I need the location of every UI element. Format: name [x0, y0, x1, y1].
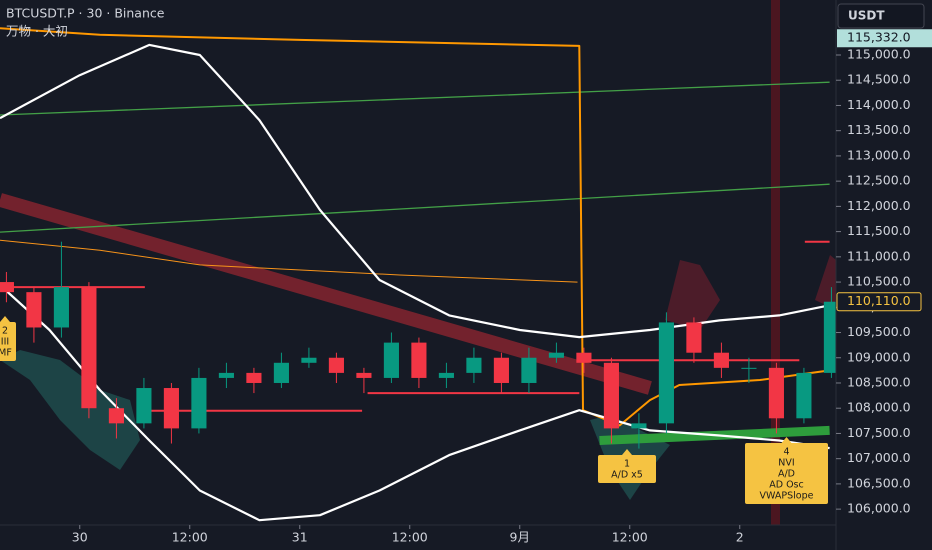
candle-body [466, 357, 482, 373]
indicator-line [0, 239, 578, 283]
y-tick-label: 106,000.0 [847, 501, 911, 516]
x-tick-label: 9月 [510, 530, 530, 545]
candle-body [493, 357, 509, 383]
currency-label[interactable]: USDT [848, 9, 885, 23]
annotation-text: III [1, 337, 9, 348]
annotation-box [0, 322, 16, 361]
candle-body [411, 342, 427, 378]
last-price-box [836, 292, 922, 312]
candle-body [191, 377, 207, 429]
y-tick-label: 108,000.0 [847, 400, 911, 415]
y-tick-label: 113,000.0 [847, 147, 911, 162]
y-tick-label: 112,000.0 [847, 198, 911, 213]
candle-body [576, 352, 592, 363]
y-tick-label: 107,000.0 [847, 450, 911, 465]
y-tick-label: 111,500.0 [847, 223, 911, 238]
candle-body [548, 352, 564, 358]
candle-body [53, 287, 69, 328]
candle-body [218, 372, 234, 378]
candle-body [631, 423, 647, 429]
annotation-text: 2 [2, 326, 8, 337]
annotation-text: A/D [778, 469, 795, 480]
annotation-text: A/D x5 [611, 470, 643, 481]
y-tick-label: 110,500.0 [847, 274, 911, 289]
candle-body [301, 357, 317, 363]
candle-body [163, 388, 179, 429]
candle-body [273, 362, 289, 383]
candle-body [658, 322, 674, 424]
y-tick-label: 108,500.0 [847, 374, 911, 389]
candle-body [108, 408, 124, 424]
annotation-text: 4 [783, 447, 789, 458]
last-price-label: 110,110.0 [847, 293, 911, 308]
y-tick-label: 106,500.0 [847, 475, 911, 490]
high-price-label: 115,332.0 [847, 30, 911, 45]
candle-body [768, 367, 784, 419]
y-tick-label: 109,500.0 [847, 324, 911, 339]
candle-body [26, 292, 42, 328]
candle-body [246, 372, 262, 383]
y-tick-label: 114,500.0 [847, 72, 911, 87]
chart-subtitle: 万物 · 大初 [6, 24, 68, 39]
annotation-text: AD Osc [769, 480, 803, 491]
candle-body [686, 322, 702, 353]
candle-body [823, 301, 836, 373]
x-tick-label: 12:00 [612, 530, 648, 545]
y-tick-label: 112,500.0 [847, 173, 911, 188]
cloud [0, 350, 140, 470]
x-tick-label: 2 [736, 530, 744, 545]
cloud [815, 255, 836, 310]
candle-body [713, 352, 729, 368]
candle-body [796, 372, 812, 419]
annotation-text: 1 [624, 459, 630, 470]
chart-title: BTCUSDT.P · 30 · Binance [6, 6, 165, 21]
candle-body [741, 367, 757, 369]
annotation-pointer [781, 437, 792, 443]
annotation-text: NVI [778, 458, 794, 469]
y-tick-label: 109,000.0 [847, 349, 911, 364]
annotation-text: MF [0, 348, 12, 359]
indicator-line [0, 43, 830, 339]
y-tick-label: 111,000.0 [847, 248, 911, 263]
x-tick-label: 31 [292, 530, 308, 545]
y-tick-label: 115,000.0 [847, 47, 911, 62]
y-tick-label: 114,000.0 [847, 97, 911, 112]
x-tick-label: 30 [72, 530, 88, 545]
cloud [665, 260, 720, 330]
candle-body [136, 388, 152, 424]
candle-body [0, 282, 14, 293]
candle-body [438, 372, 454, 378]
indicator-line [0, 81, 830, 116]
indicator-line [0, 193, 652, 395]
annotation-text: VWAPSlope [760, 491, 814, 502]
indicator-line [0, 183, 830, 233]
candle-body [603, 362, 619, 429]
indicator-line [0, 27, 830, 427]
session-band [771, 0, 780, 525]
candle-body [356, 372, 372, 378]
y-tick-label: 107,500.0 [847, 425, 911, 440]
annotation-pointer [622, 449, 632, 455]
x-tick-label: 12:00 [172, 530, 208, 545]
candle-body [383, 342, 399, 378]
candle-body [328, 357, 344, 373]
annotation-box [598, 455, 656, 483]
annotation: 1A/D x5 [598, 449, 656, 483]
candle-body [521, 357, 537, 383]
x-tick-label: 12:00 [392, 530, 428, 545]
currency-button[interactable] [837, 3, 925, 29]
annotation-pointer [0, 316, 10, 322]
y-tick-label: 113,500.0 [847, 122, 911, 137]
annotation-box [745, 443, 828, 504]
high-price-box [837, 29, 932, 48]
candle-body [81, 287, 97, 409]
